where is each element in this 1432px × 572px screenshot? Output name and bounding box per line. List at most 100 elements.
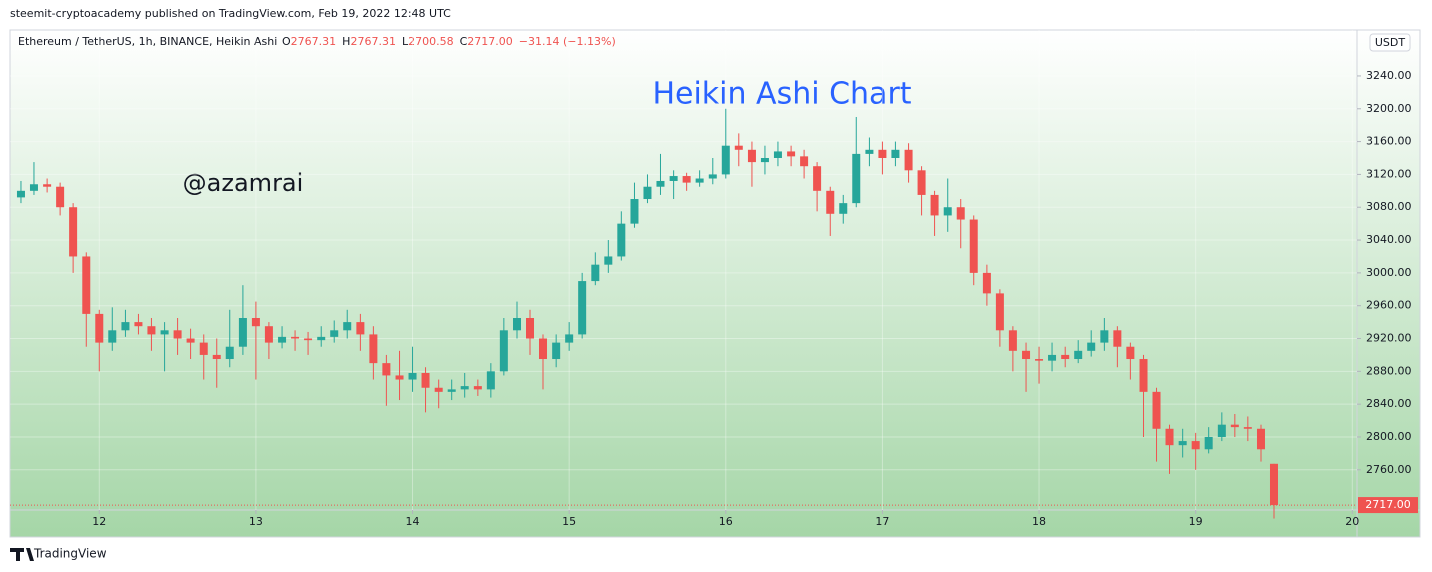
candle-body (839, 203, 848, 214)
candle-body (1230, 424, 1239, 428)
candle-body (1126, 346, 1135, 360)
candle-body (395, 375, 404, 380)
currency-box[interactable] (1369, 33, 1411, 52)
candle-body (1035, 359, 1044, 361)
candle-body (343, 322, 352, 331)
candle-body (695, 178, 704, 183)
candle-body (264, 326, 273, 343)
candle-body (956, 207, 965, 220)
x-tick-label: 12 (92, 515, 106, 528)
y-tick-label: 2800.00 (1366, 430, 1412, 443)
y-tick-label: 3080.00 (1366, 200, 1412, 213)
ohlc-letter: C (460, 35, 468, 48)
candle-body (1243, 427, 1252, 429)
ohlc-letter: L (402, 35, 409, 48)
ohlc-value: 2717.00 (467, 35, 513, 48)
x-tick-label: 18 (1032, 515, 1046, 528)
candle-body (878, 149, 887, 158)
y-tick-label: 2840.00 (1366, 397, 1412, 410)
ohlc-value: 2700.58 (408, 35, 454, 48)
candle-body (1022, 350, 1031, 360)
candle-body (539, 338, 548, 360)
y-tick-label: 2760.00 (1366, 463, 1412, 476)
y-tick-label: 3240.00 (1366, 69, 1412, 82)
symbol: Ethereum / TetherUS, 1h, BINANCE, Heikin… (18, 35, 277, 48)
candle-body (499, 330, 508, 372)
candle-body (656, 180, 665, 187)
candle-body (1269, 463, 1278, 506)
candle-body (1165, 428, 1174, 446)
change: −31.14 (−1.13%) (519, 35, 616, 48)
candle-body (865, 149, 874, 154)
x-tick-label: 13 (249, 515, 263, 528)
candle-body (1256, 428, 1265, 450)
ohlc-letter: O (282, 35, 291, 48)
candle-body (330, 330, 339, 337)
candle-body (721, 145, 730, 175)
candle-body (1217, 424, 1226, 437)
candle-body (813, 166, 822, 191)
y-tick-label: 3040.00 (1366, 233, 1412, 246)
y-tick-label: 3120.00 (1366, 167, 1412, 180)
y-tick-label: 2960.00 (1366, 299, 1412, 312)
y-tick-label: 3160.00 (1366, 135, 1412, 148)
candle-body (1087, 342, 1096, 351)
candle-body (995, 293, 1004, 331)
candle-body (630, 199, 639, 224)
currency[interactable]: USDT (1375, 36, 1406, 49)
candle-body (1191, 441, 1200, 450)
ohlc-letter: H (342, 35, 350, 48)
last-price-box (1358, 497, 1418, 514)
candle-body (291, 336, 300, 339)
candle-body (460, 386, 469, 390)
candle-body (473, 386, 482, 390)
candle-body (565, 334, 574, 343)
candle-body (82, 256, 91, 314)
candle-body (486, 371, 495, 390)
candle-body (734, 145, 743, 150)
candle-body (604, 256, 613, 265)
candle-body (930, 194, 939, 216)
candle-body (760, 158, 769, 163)
candle-body (95, 313, 104, 343)
x-tick-label: 17 (875, 515, 889, 528)
candle-body (578, 281, 587, 335)
annotation-author: @azamrai (183, 169, 304, 197)
candle-body (1152, 391, 1161, 429)
candle-body (408, 372, 417, 380)
candle-body (1061, 354, 1070, 360)
candle-body (186, 338, 195, 343)
annotation-title: Heikin Ashi Chart (652, 77, 911, 112)
y-tick-label: 3200.00 (1366, 102, 1412, 115)
candle-body (369, 334, 378, 364)
candle-body (826, 190, 835, 214)
candle-body (173, 330, 182, 339)
candle-body (800, 156, 809, 167)
candle-body (552, 342, 561, 360)
candle-body (682, 176, 691, 183)
x-tick-label: 14 (406, 515, 420, 528)
candle-body (212, 354, 221, 360)
candle-body (43, 184, 52, 187)
candle-body (108, 330, 117, 343)
last-price-label: 2717.00 (1365, 498, 1411, 511)
candle-body (421, 372, 430, 388)
x-tick-label: 16 (719, 515, 733, 528)
candle-body (225, 346, 234, 360)
candle-body (852, 153, 861, 204)
candle-body (773, 151, 782, 158)
candle-body (1113, 330, 1122, 347)
tv-logo (10, 548, 34, 561)
candle-body (891, 149, 900, 158)
candle-body (434, 387, 443, 392)
candle-body (1008, 330, 1017, 351)
candle-body (787, 151, 796, 157)
footer: TradingView (33, 547, 107, 561)
candle-body (238, 318, 247, 347)
candle-body (1048, 354, 1057, 361)
x-tick-label: 20 (1345, 515, 1359, 528)
candle-body (1204, 436, 1213, 450)
candle-body (121, 322, 130, 331)
candle-body (382, 363, 391, 376)
candle-body (1178, 441, 1187, 446)
